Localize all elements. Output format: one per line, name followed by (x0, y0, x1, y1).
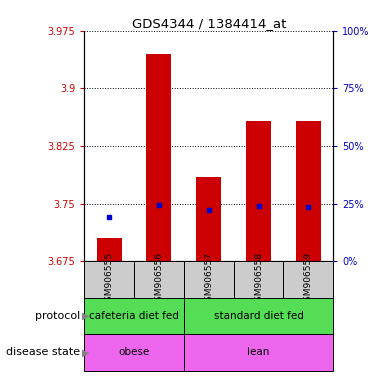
Title: GDS4344 / 1384414_at: GDS4344 / 1384414_at (131, 17, 286, 30)
Text: cafeteria diet fed: cafeteria diet fed (89, 311, 179, 321)
Text: GSM906557: GSM906557 (204, 252, 213, 307)
Text: GSM906555: GSM906555 (105, 252, 114, 307)
Bar (184, 298, 333, 334)
Text: GSM906559: GSM906559 (304, 252, 313, 307)
Bar (84, 334, 184, 371)
Bar (97, 238, 122, 261)
Bar (184, 261, 234, 298)
Bar (234, 261, 283, 298)
Bar (283, 261, 333, 298)
Text: ▶: ▶ (82, 311, 90, 321)
Bar (84, 298, 184, 334)
Bar (184, 334, 333, 371)
Text: ▶: ▶ (82, 347, 90, 358)
Bar (147, 54, 172, 261)
Bar (296, 121, 321, 261)
Text: GSM906556: GSM906556 (154, 252, 164, 307)
Bar (196, 177, 221, 261)
Bar (246, 121, 271, 261)
Text: lean: lean (247, 347, 270, 358)
Text: disease state: disease state (6, 347, 80, 358)
Bar (84, 261, 134, 298)
Text: obese: obese (118, 347, 150, 358)
Bar (134, 261, 184, 298)
Text: GSM906558: GSM906558 (254, 252, 263, 307)
Text: standard diet fed: standard diet fed (214, 311, 303, 321)
Text: protocol: protocol (35, 311, 80, 321)
